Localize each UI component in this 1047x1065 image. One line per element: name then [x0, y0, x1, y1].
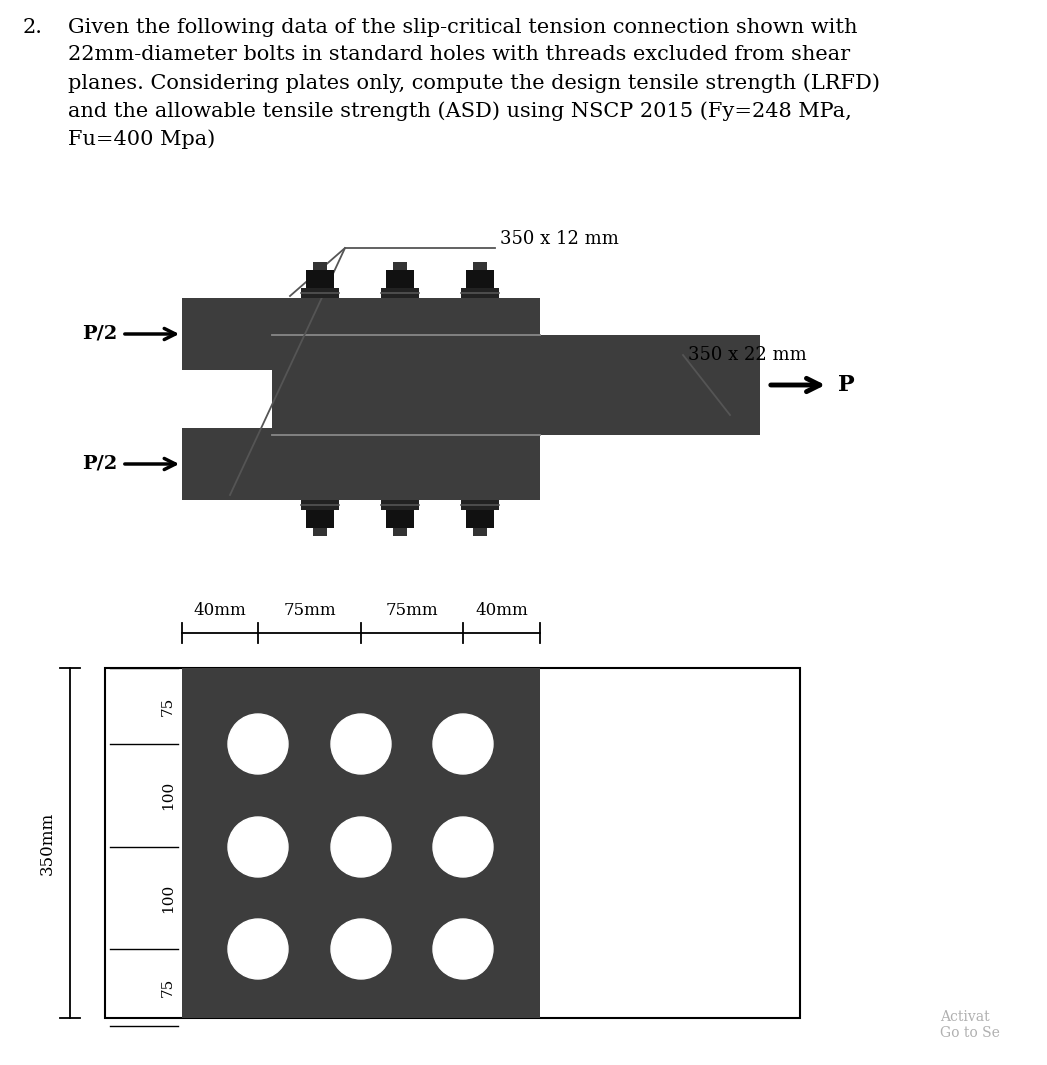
Bar [381, 288, 419, 298]
Bar [306, 271, 334, 288]
Bar [381, 499, 419, 510]
Text: 100: 100 [161, 781, 175, 809]
Bar [393, 262, 407, 271]
Bar [272, 335, 760, 435]
Text: 100: 100 [161, 884, 175, 913]
Text: Given the following data of the slip-critical tension connection shown with
22mm: Given the following data of the slip-cri… [68, 18, 879, 149]
Bar [466, 271, 494, 288]
Circle shape [331, 919, 391, 979]
Bar [473, 528, 487, 536]
Bar [300, 499, 339, 510]
Circle shape [228, 714, 288, 774]
Text: 75mm: 75mm [385, 602, 439, 619]
Bar [105, 668, 800, 1018]
Bar [182, 668, 540, 1018]
Text: P: P [838, 374, 854, 396]
Bar [393, 528, 407, 536]
Bar [466, 510, 494, 528]
Bar [300, 288, 339, 298]
Text: 75: 75 [161, 697, 175, 716]
Circle shape [228, 817, 288, 876]
Bar [461, 499, 499, 510]
Text: 2.: 2. [23, 18, 43, 37]
Circle shape [433, 919, 493, 979]
Bar [306, 510, 334, 528]
Bar [386, 510, 414, 528]
Text: P/2: P/2 [82, 325, 117, 343]
Circle shape [433, 817, 493, 876]
Text: 75: 75 [161, 978, 175, 997]
Text: P/2: P/2 [82, 455, 117, 473]
Bar [313, 528, 327, 536]
Bar [461, 288, 499, 298]
Bar [473, 262, 487, 271]
Text: 350 x 12 mm: 350 x 12 mm [500, 230, 619, 248]
Bar [313, 262, 327, 271]
Text: 40mm: 40mm [475, 602, 528, 619]
Circle shape [331, 817, 391, 876]
Circle shape [331, 714, 391, 774]
Text: Activat
Go to Se: Activat Go to Se [940, 1010, 1000, 1041]
Text: 75mm: 75mm [283, 602, 336, 619]
Circle shape [228, 919, 288, 979]
Text: 350mm: 350mm [39, 812, 55, 874]
Circle shape [433, 714, 493, 774]
Bar [386, 271, 414, 288]
Bar [182, 298, 540, 370]
Text: 40mm: 40mm [194, 602, 246, 619]
Text: 350 x 22 mm: 350 x 22 mm [688, 346, 807, 364]
Bar [182, 428, 540, 499]
